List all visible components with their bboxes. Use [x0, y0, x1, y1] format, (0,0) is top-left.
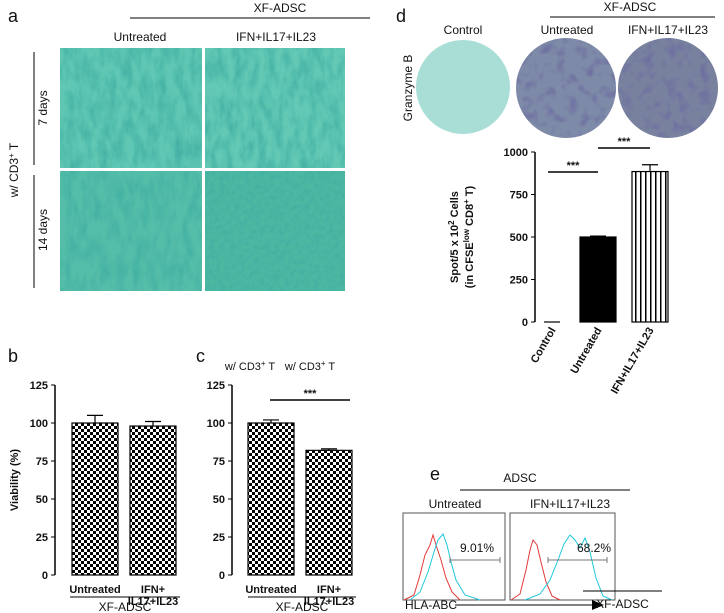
text-part: T) [464, 185, 476, 199]
text-part: w/ CD3 [224, 361, 261, 373]
text-part: (in CFSE [464, 242, 476, 288]
y-tick-label: 0 [522, 317, 528, 329]
bar [247, 422, 295, 576]
row-label: Granzyme B [401, 55, 415, 122]
error-bar [87, 414, 103, 423]
y-axis-label: Spot/5 x 102 Cells [447, 191, 461, 283]
y-tick-label: 50 [36, 494, 48, 506]
panel-label: c [196, 346, 205, 366]
error-bar [145, 420, 161, 427]
y-tick-label: 125 [30, 380, 48, 392]
chart-title: w/ CD3+ T [224, 359, 276, 373]
group-label: XF-ADSC [604, 0, 657, 14]
text-part: + [321, 359, 326, 368]
y-tick-label: 0 [219, 570, 225, 582]
y-tick-label: 0 [42, 570, 48, 582]
y-axis-label: (in CFSElow CD8+ T) [462, 185, 476, 288]
column-label: IFN+IL17+IL23 [236, 30, 316, 44]
y-tick-label: 75 [36, 456, 48, 468]
error-bar [642, 164, 658, 172]
y-tick-label: 100 [30, 418, 48, 430]
row-label: 7 days [36, 90, 50, 125]
error-bar [321, 448, 337, 451]
elispot-wells [416, 38, 718, 138]
y-tick-label: 75 [213, 456, 225, 468]
x-axis-label: HLA-ABC [405, 598, 457, 612]
y-tick-label: 500 [510, 232, 528, 244]
text-part: T [326, 361, 336, 373]
panel-label: b [8, 346, 18, 366]
error-bar [590, 235, 606, 237]
x-tick-label: Untreated [569, 326, 605, 376]
y-tick-label: 25 [213, 532, 225, 544]
significance-label: *** [618, 136, 632, 148]
error-bar [263, 419, 279, 423]
arrowhead [592, 600, 604, 610]
significance-label: *** [304, 388, 318, 400]
y-axis-label: Viability (%) [9, 449, 21, 511]
group-label: XF-ADSC [254, 1, 307, 15]
y-tick-label: 250 [510, 275, 528, 287]
x-tick-label: Untreated [245, 584, 296, 596]
text-part: low [462, 228, 471, 242]
text-part: Spot/5 x 10 [449, 225, 461, 283]
column-label: IFN+IL17+IL23 [530, 497, 610, 511]
y-tick-label: 750 [510, 190, 528, 202]
x-tick-label: Untreated [69, 584, 120, 596]
significance-label: *** [567, 160, 581, 172]
chart-title: w/ CD3+ T [284, 359, 336, 373]
text-part: T [266, 361, 276, 373]
x-tick-label: Control [529, 326, 559, 366]
text-part: w/ CD3 [284, 361, 321, 373]
group-label: XF-ADSC [596, 597, 649, 611]
x-tick-label: IFN+IL17+IL23 [609, 326, 657, 397]
text-part: + [261, 359, 266, 368]
group-label: XF-ADSC [99, 600, 152, 613]
x-tick-label: IFN+IL17+IL23 [304, 584, 354, 608]
column-label: Untreated [541, 23, 594, 37]
text-part: CD8 [464, 204, 476, 229]
panel-label: e [430, 464, 440, 484]
side-label: w/ CD3+ T [7, 142, 21, 198]
micrograph-grid [60, 48, 345, 291]
bar [129, 425, 177, 576]
bar [305, 449, 353, 576]
x-tick-label: IFN+IL17+IL23 [128, 584, 178, 608]
text-part: + [462, 199, 471, 204]
column-label: IFN+IL17+IL23 [628, 23, 708, 37]
row-label: 14 days [36, 209, 50, 251]
text-part: 2 [447, 220, 456, 225]
y-tick-label: 100 [207, 418, 225, 430]
text-part: Cells [449, 191, 461, 220]
panel-label: a [8, 6, 19, 26]
y-tick-label: 1000 [504, 147, 528, 159]
column-label: Control [444, 23, 483, 37]
histograms [402, 512, 616, 601]
gate-label: 9.01% [460, 541, 494, 555]
panel-label: d [396, 6, 406, 26]
y-tick-label: 50 [213, 494, 225, 506]
gate-label: 68.2% [577, 541, 611, 555]
y-tick-label: 125 [207, 380, 225, 392]
bar [71, 422, 119, 576]
group-label: XF-ADSC [276, 600, 329, 613]
y-tick-label: 25 [36, 532, 48, 544]
group-label: ADSC [503, 471, 537, 485]
column-label: Untreated [429, 497, 482, 511]
bar [579, 236, 617, 323]
column-label: Untreated [114, 30, 167, 44]
bar [631, 170, 669, 323]
